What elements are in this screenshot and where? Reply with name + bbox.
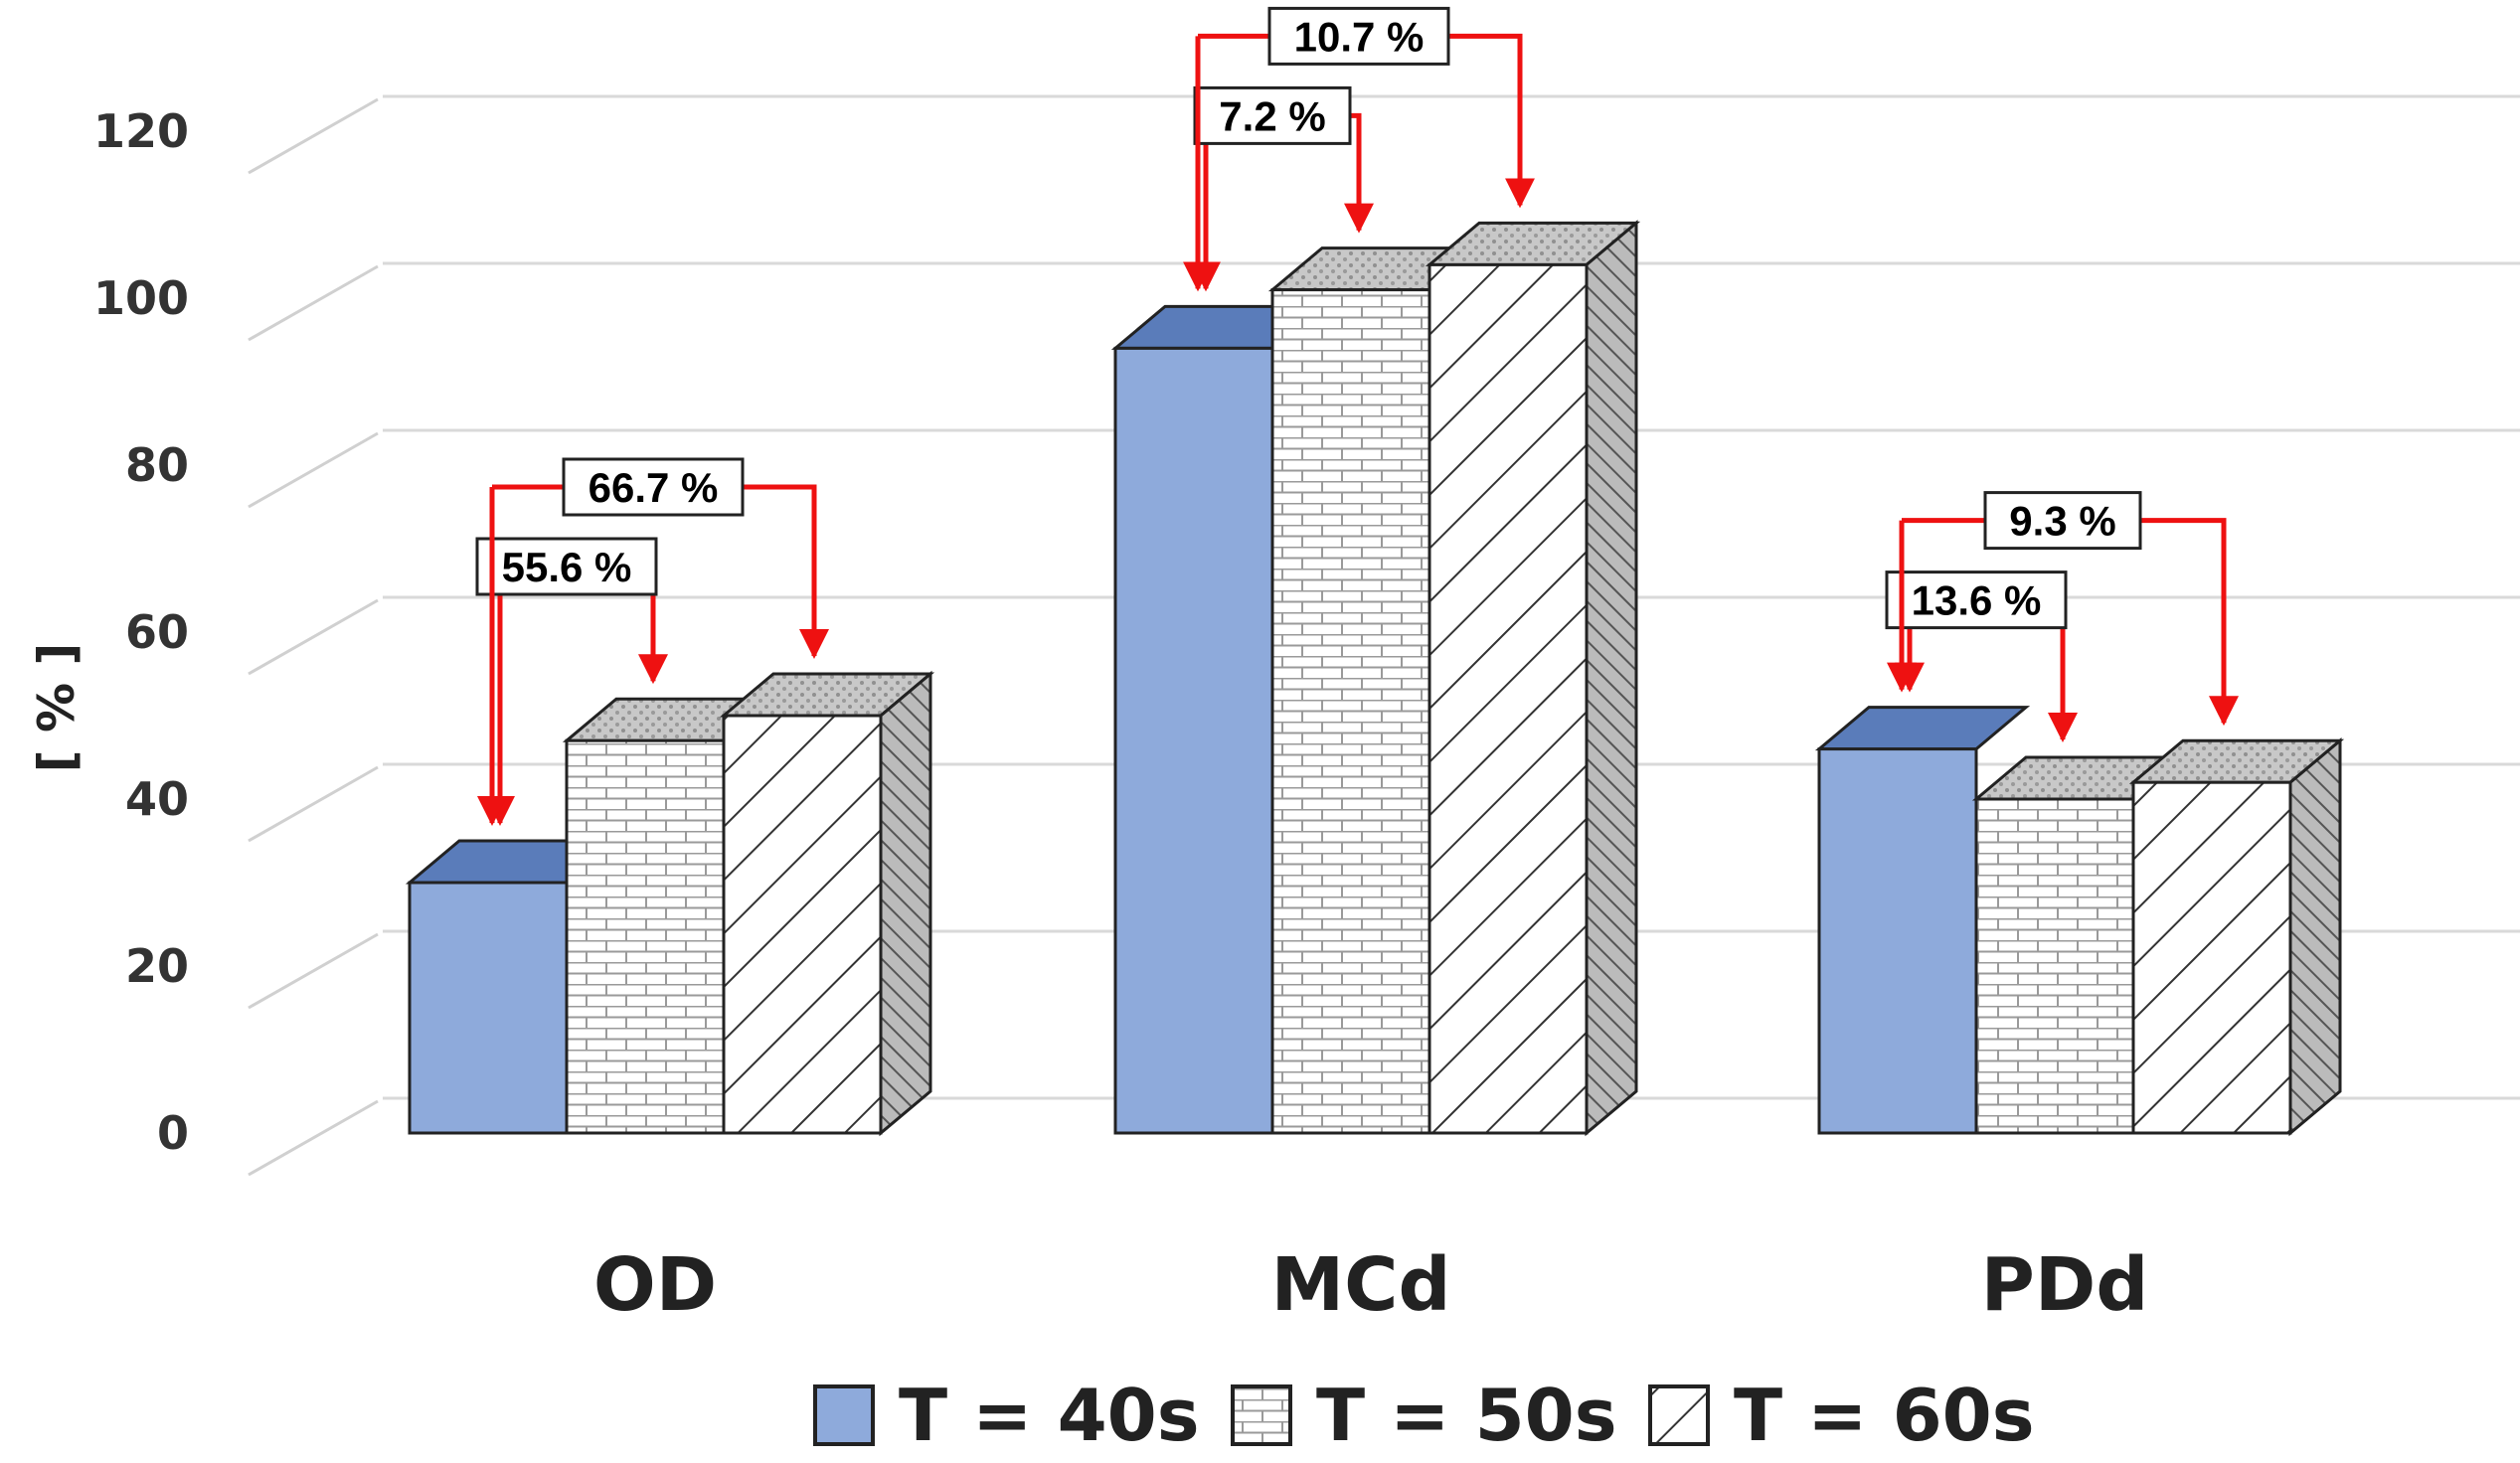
annotation-mcd-2: 10.7 % xyxy=(1183,6,1535,292)
category-label-mcd: MCd xyxy=(1271,1242,1451,1328)
annotation-box xyxy=(475,537,658,596)
category-label-od: OD xyxy=(593,1242,717,1328)
bar-pdd-brick xyxy=(1971,755,2188,1135)
annotation-od-1: 55.6 % xyxy=(475,537,668,826)
bar-front-face xyxy=(1974,797,2135,1135)
gridline-diag xyxy=(248,431,379,509)
bar-od-solid xyxy=(405,839,621,1135)
bar-mcd-diagonal xyxy=(1425,220,1641,1137)
annotations: 55.6 % 66.7 % 7.2 % 10.7 % 13.6 % 9.3 % xyxy=(475,6,2239,826)
annotation-label: 10.7 % xyxy=(1294,13,1425,60)
bar-front-face xyxy=(722,714,883,1135)
bar-pdd-solid xyxy=(1814,706,2031,1135)
bar-od-diagonal xyxy=(719,670,935,1137)
bar-side-face xyxy=(2288,736,2342,1137)
annotation-od-2: 66.7 % xyxy=(477,457,829,826)
legend-swatch xyxy=(1648,1384,1710,1446)
bars xyxy=(405,220,2345,1137)
bar-front-face xyxy=(1113,346,1274,1135)
y-tick-label: 120 xyxy=(93,104,189,158)
annotation-pdd-1: 13.6 % xyxy=(1885,570,2078,742)
legend-item-solid: T = 40s xyxy=(813,1374,1200,1457)
y-tick-label: 0 xyxy=(157,1106,189,1160)
y-axis-ticks: 0 20 40 60 80 100 120 xyxy=(93,104,189,1160)
bar-mcd-solid xyxy=(1110,304,1327,1135)
annotation-label: 66.7 % xyxy=(588,464,719,511)
annotation-label: 9.3 % xyxy=(2009,498,2115,545)
y-tick-label: 100 xyxy=(93,271,189,325)
annotation-box xyxy=(1267,6,1450,66)
legend-item-brick: T = 50s xyxy=(1231,1374,1617,1457)
legend-swatch xyxy=(813,1384,875,1446)
y-tick-label: 80 xyxy=(125,438,189,492)
gridline-diag xyxy=(248,264,379,342)
annotation-label: 13.6 % xyxy=(1912,577,2042,624)
y-axis-label: [ % ] xyxy=(28,643,85,773)
annotation-box xyxy=(1193,85,1352,145)
annotation-label: 55.6 % xyxy=(502,544,632,590)
category-labels: OD MCd PDd xyxy=(593,1242,2148,1328)
bar-side-face xyxy=(879,670,932,1137)
bar-front-face xyxy=(1270,288,1431,1135)
gridline-diag xyxy=(248,765,379,843)
legend: T = 40s T = 50s T = 60s xyxy=(813,1374,2035,1457)
y-tick-label: 40 xyxy=(125,772,189,826)
annotation-box xyxy=(562,457,745,517)
legend-swatch xyxy=(1231,1384,1292,1446)
bar-front-face xyxy=(565,738,726,1135)
category-label-pdd: PDd xyxy=(1981,1242,2149,1328)
legend-label: T = 50s xyxy=(1316,1374,1617,1457)
gridline-diag xyxy=(248,1099,379,1177)
annotation-mcd-1: 7.2 % xyxy=(1191,85,1374,292)
bar-od-brick xyxy=(562,697,778,1135)
legend-label: T = 40s xyxy=(899,1374,1200,1457)
annotation-box xyxy=(1885,570,2068,630)
annotation-box xyxy=(1983,491,2142,551)
annotation-label: 7.2 % xyxy=(1219,92,1325,139)
bar-mcd-brick xyxy=(1267,246,1484,1135)
gridline-diag xyxy=(248,932,379,1010)
legend-label: T = 60s xyxy=(1734,1374,2035,1457)
bar-front-face xyxy=(1817,747,1978,1135)
annotation-pdd-2: 9.3 % xyxy=(1887,491,2239,727)
bar-front-face xyxy=(1428,262,1589,1135)
legend-item-diagonal: T = 60s xyxy=(1648,1374,2035,1457)
bar-front-face xyxy=(408,881,569,1135)
bar-top-face xyxy=(1814,706,2031,751)
bar-side-face xyxy=(1585,220,1638,1137)
bar-front-face xyxy=(2131,780,2292,1135)
y-tick-label: 60 xyxy=(125,605,189,659)
gridline-diag xyxy=(248,97,379,175)
gridline-diag xyxy=(248,598,379,676)
bar-pdd-diagonal xyxy=(2128,736,2345,1137)
y-tick-label: 20 xyxy=(125,939,189,993)
